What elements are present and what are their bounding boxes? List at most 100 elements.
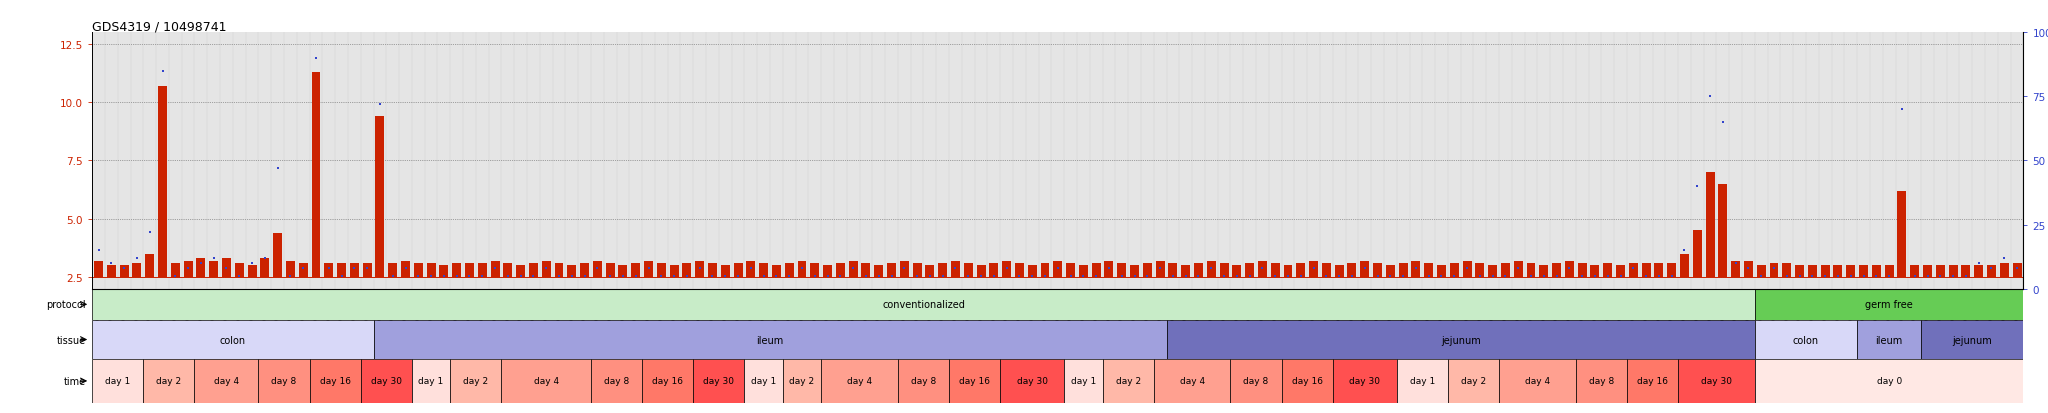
Bar — [1757, 266, 1765, 278]
Bar — [1231, 33, 1243, 289]
Bar — [643, 359, 694, 403]
Bar — [1565, 261, 1573, 278]
Text: day 16: day 16 — [319, 377, 350, 385]
Bar — [1819, 33, 1831, 289]
Bar — [1092, 263, 1100, 278]
Bar — [1335, 266, 1343, 278]
Bar — [1104, 261, 1114, 278]
Bar — [1309, 261, 1319, 278]
Bar — [1755, 289, 2023, 320]
Bar — [414, 263, 422, 278]
Bar — [1694, 231, 1702, 278]
Bar — [297, 33, 309, 289]
Bar — [1602, 33, 1614, 289]
Bar — [1038, 33, 1051, 289]
Bar — [1974, 266, 1982, 278]
Bar — [348, 33, 360, 289]
Bar — [1833, 266, 1843, 278]
Bar — [643, 261, 653, 278]
Bar — [1999, 33, 2011, 289]
Bar — [618, 266, 627, 278]
Bar — [401, 261, 410, 278]
Bar — [1808, 266, 1817, 278]
Bar — [92, 289, 1755, 320]
Bar — [373, 33, 387, 289]
Bar — [1321, 263, 1331, 278]
Bar — [950, 261, 961, 278]
Bar — [834, 33, 846, 289]
Text: day 4: day 4 — [535, 377, 559, 385]
Bar — [526, 33, 541, 289]
Bar — [453, 263, 461, 278]
Bar — [1858, 33, 1870, 289]
Text: day 2: day 2 — [1460, 377, 1487, 385]
Bar — [1616, 266, 1624, 278]
Bar — [999, 33, 1014, 289]
Bar — [938, 263, 946, 278]
Bar — [1921, 320, 2023, 359]
Text: day 2: day 2 — [788, 377, 815, 385]
Text: day 0: day 0 — [1876, 377, 1903, 385]
Bar — [1911, 266, 1919, 278]
Bar — [399, 33, 412, 289]
Bar — [1255, 33, 1270, 289]
Bar — [258, 359, 309, 403]
Bar — [1628, 263, 1638, 278]
Bar — [504, 263, 512, 278]
Bar — [233, 33, 246, 289]
Bar — [797, 261, 807, 278]
Bar — [1026, 33, 1038, 289]
Bar — [1065, 33, 1077, 289]
Text: ileum: ileum — [1876, 335, 1903, 345]
Text: day 16: day 16 — [1636, 377, 1667, 385]
Bar — [387, 33, 399, 289]
Bar — [195, 359, 258, 403]
Bar — [1896, 191, 1907, 278]
Bar — [670, 266, 678, 278]
Bar — [1130, 266, 1139, 278]
Bar — [1153, 33, 1167, 289]
Bar — [1282, 33, 1294, 289]
Bar — [1665, 33, 1677, 289]
Bar — [770, 33, 782, 289]
Bar — [887, 263, 897, 278]
Bar — [322, 33, 336, 289]
Bar — [209, 261, 219, 278]
Bar — [1575, 359, 1626, 403]
Bar — [1348, 263, 1356, 278]
Text: day 8: day 8 — [1589, 377, 1614, 385]
Bar — [578, 33, 592, 289]
Bar — [643, 33, 655, 289]
Text: time: time — [63, 376, 86, 386]
Text: day 4: day 4 — [1180, 377, 1204, 385]
Bar — [1831, 33, 1845, 289]
Bar — [104, 33, 117, 289]
Bar — [2011, 33, 2023, 289]
Bar — [1384, 33, 1397, 289]
Bar — [1423, 263, 1434, 278]
Bar — [1577, 263, 1587, 278]
Bar — [1845, 33, 1858, 289]
Bar — [502, 33, 514, 289]
Bar — [897, 33, 911, 289]
Bar — [924, 33, 936, 289]
Bar — [311, 73, 319, 278]
Text: day 16: day 16 — [1292, 377, 1323, 385]
Bar — [1896, 33, 1909, 289]
Bar — [987, 33, 999, 289]
Bar — [1102, 33, 1116, 289]
Bar — [412, 359, 451, 403]
Bar — [360, 359, 412, 403]
Text: day 1: day 1 — [418, 377, 444, 385]
Bar — [1860, 266, 1868, 278]
Bar — [1257, 261, 1268, 278]
Bar — [1614, 33, 1626, 289]
Text: day 30: day 30 — [702, 377, 735, 385]
Bar — [1296, 263, 1305, 278]
Bar — [1960, 33, 1972, 289]
Bar — [1333, 33, 1346, 289]
Bar — [1550, 33, 1563, 289]
Bar — [1653, 33, 1665, 289]
Text: day 1: day 1 — [752, 377, 776, 385]
Bar — [119, 266, 129, 278]
